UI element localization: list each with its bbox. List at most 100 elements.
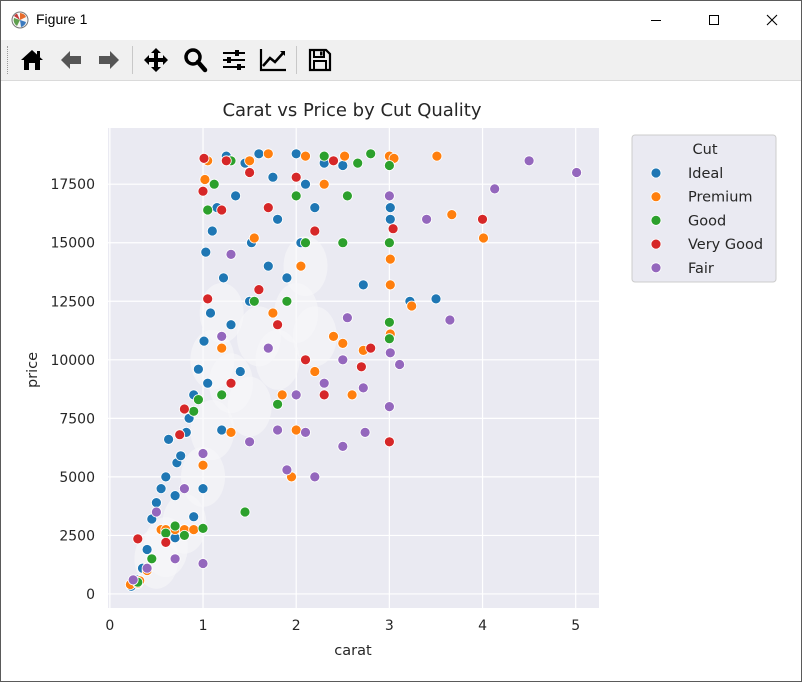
point-ideal xyxy=(163,433,175,445)
zoom-icon xyxy=(184,48,208,73)
x-tick-label: 5 xyxy=(571,618,580,634)
point-premium xyxy=(328,330,339,342)
save-button[interactable] xyxy=(304,44,336,76)
point-premium xyxy=(295,260,307,272)
point-good xyxy=(188,405,200,417)
legend-label-ideal: Ideal xyxy=(688,166,723,182)
point-ideal xyxy=(309,202,321,213)
edit-axes-button[interactable] xyxy=(257,44,289,76)
pan-button[interactable] xyxy=(140,44,172,76)
point-ideal xyxy=(230,190,242,202)
maximize-button[interactable] xyxy=(685,1,743,39)
point-fair xyxy=(272,424,284,436)
configure-subplots-button[interactable] xyxy=(218,44,250,76)
point-fair xyxy=(337,354,349,366)
legend-label-premium: Premium xyxy=(688,190,753,206)
figure-canvas[interactable]: 0 1 2 3 4 5 0 2500 5000 7500 10000 12500 15000 17500… xyxy=(1,81,801,681)
point-premium xyxy=(384,279,396,291)
point-fair xyxy=(523,155,535,167)
point-good xyxy=(365,148,377,160)
point-good xyxy=(341,190,353,202)
point-very-good xyxy=(174,429,186,441)
close-button[interactable] xyxy=(743,1,801,39)
point-good xyxy=(208,178,220,190)
x-axis-ticks: 0 1 2 3 4 5 xyxy=(105,618,580,634)
y-axis-label: price xyxy=(25,352,41,388)
zoom-button[interactable] xyxy=(179,44,211,76)
point-very-good xyxy=(253,284,265,296)
point-good xyxy=(202,204,214,216)
legend-label-fair: Fair xyxy=(688,261,714,277)
point-fair xyxy=(216,330,228,342)
point-very-good xyxy=(132,533,144,545)
point-ideal xyxy=(197,483,209,495)
point-premium xyxy=(276,389,288,401)
matplotlib-logo-icon xyxy=(11,11,29,29)
point-fair xyxy=(421,213,433,225)
point-fair xyxy=(489,183,501,195)
point-fair xyxy=(290,389,302,401)
point-fair xyxy=(244,436,256,448)
point-fair xyxy=(383,401,395,413)
y-tick-label: 5000 xyxy=(59,470,95,486)
point-ideal xyxy=(218,272,229,284)
point-fair xyxy=(225,248,237,260)
point-premium xyxy=(197,459,209,471)
toolbar-separator xyxy=(132,46,133,74)
point-fair xyxy=(197,558,209,569)
overlap-cloud xyxy=(227,376,272,437)
point-premium xyxy=(318,178,330,190)
back-button[interactable] xyxy=(55,44,87,76)
point-very-good xyxy=(477,213,488,225)
point-fair xyxy=(141,562,153,574)
point-premium xyxy=(188,524,200,536)
legend[interactable]: Cut Ideal Premium Good Very Good Fair xyxy=(631,134,777,283)
y-axis-ticks: 0 2500 5000 7500 10000 12500 15000 17500 xyxy=(50,177,95,603)
point-very-good xyxy=(198,153,210,164)
point-good xyxy=(169,520,181,532)
point-premium xyxy=(248,232,260,244)
home-button[interactable] xyxy=(16,44,48,76)
point-fair xyxy=(309,471,321,483)
point-premium xyxy=(225,426,237,438)
legend-marker-good xyxy=(650,214,662,226)
point-ideal xyxy=(198,335,210,347)
forward-button[interactable] xyxy=(93,44,125,76)
point-very-good xyxy=(365,342,377,354)
point-ideal xyxy=(206,225,218,237)
pan-icon xyxy=(144,48,168,72)
point-very-good xyxy=(355,361,367,373)
point-very-good xyxy=(262,202,274,213)
y-tick-label: 0 xyxy=(86,587,95,603)
point-fair xyxy=(281,464,293,476)
point-very-good xyxy=(318,389,330,401)
point-fair xyxy=(394,359,406,370)
point-premium xyxy=(262,148,274,160)
point-good xyxy=(192,394,204,406)
point-fair xyxy=(300,426,311,438)
point-fair xyxy=(318,377,330,389)
point-ideal xyxy=(253,148,265,160)
point-ideal xyxy=(225,319,237,331)
point-very-good xyxy=(309,225,321,237)
point-premium xyxy=(290,424,302,436)
close-icon xyxy=(766,14,778,26)
point-ideal xyxy=(200,246,212,258)
point-very-good xyxy=(300,354,311,366)
y-tick-label: 12500 xyxy=(50,294,95,310)
point-good xyxy=(281,295,293,307)
point-ideal xyxy=(384,213,396,225)
legend-marker-ideal xyxy=(650,167,662,179)
x-tick-label: 3 xyxy=(385,618,394,634)
point-good xyxy=(383,237,395,249)
point-fair xyxy=(337,440,349,452)
minimize-button[interactable] xyxy=(627,1,685,39)
point-very-good xyxy=(225,377,237,389)
point-fair xyxy=(150,506,162,518)
legend-label-very-good: Very Good xyxy=(688,237,763,253)
y-tick-label: 7500 xyxy=(59,411,95,427)
legend-marker-premium xyxy=(650,191,662,203)
point-premium xyxy=(199,174,211,185)
point-ideal xyxy=(281,272,293,284)
point-very-good xyxy=(220,155,232,167)
